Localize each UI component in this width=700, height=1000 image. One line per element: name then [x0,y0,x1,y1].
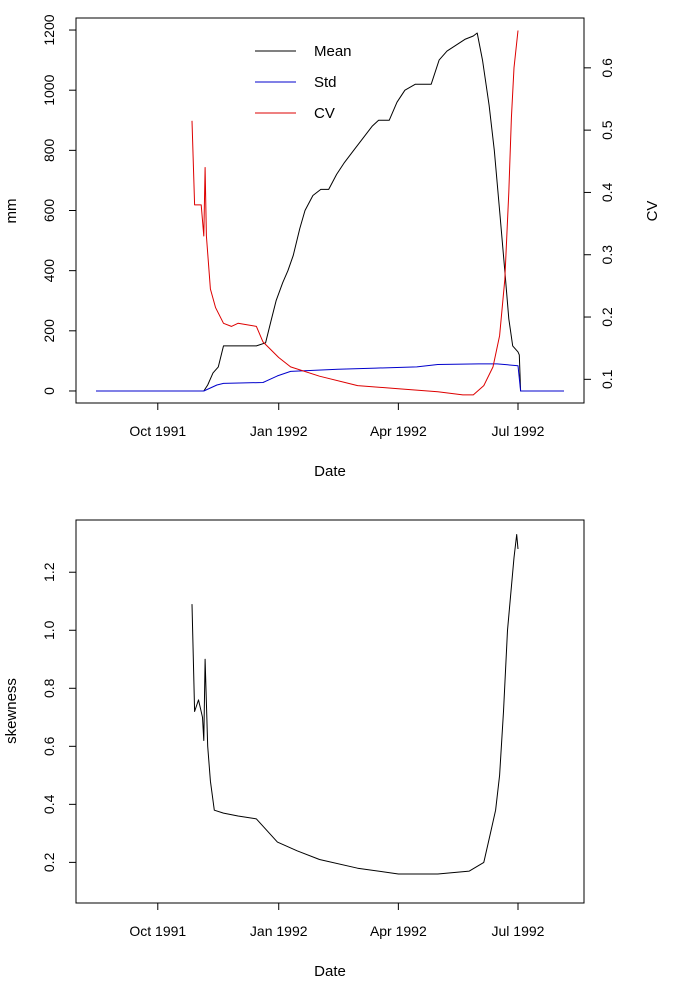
y-tick-label: 0.6 [41,736,57,756]
cv-series-line [191,30,519,396]
y-tick-label: 1.2 [41,562,57,582]
x-tick-label: Jul 1992 [492,923,545,939]
x-tick-label: Oct 1991 [129,423,186,439]
y-tick-label: 1.0 [41,620,57,640]
y-tick-label: 1200 [41,14,57,45]
mean-series-line [96,32,564,392]
y2-tick-label: 0.6 [599,58,615,78]
x-tick-label: Jul 1992 [492,423,545,439]
skewness-chart: Oct 1991 Jan 1992 Apr 1992 Jul 1992 0.2 0.4 0… [3,519,585,980]
plot1-y2-axis-label: CV [644,201,661,222]
plot1-x-axis-label: Date [314,463,346,480]
y2-tick-label: 0.4 [599,182,615,202]
y-tick-label: 1000 [41,74,57,105]
plot2-y-axis-label: skewness [3,678,20,744]
x-tick-label: Jan 1992 [250,923,308,939]
legend-label-std: Std [314,74,337,91]
x-tick-label: Oct 1991 [129,923,186,939]
y-tick-label: 600 [41,199,57,223]
std-series-line [96,363,564,392]
y2-tick-label: 0.3 [599,245,615,265]
plot1-y-axis-label: mm [3,199,20,224]
x-tick-label: Apr 1992 [370,923,427,939]
plot2-x-axis-label: Date [314,963,346,980]
y-tick-label: 800 [41,138,57,162]
x-tick-label: Apr 1992 [370,423,427,439]
plot2-box [75,519,585,904]
y-tick-label: 0 [41,387,57,395]
x-tick-label: Jan 1992 [250,423,308,439]
skewness-series-line [191,534,519,875]
y-tick-label: 0.4 [41,794,57,814]
y-tick-label: 0.8 [41,678,57,698]
y-tick-label: 0.2 [41,852,57,872]
y-tick-label: 200 [41,319,57,343]
legend-label-cv: CV [314,105,335,122]
y2-tick-label: 0.2 [599,307,615,327]
y2-tick-label: 0.1 [599,369,615,389]
legend-label-mean: Mean [314,43,352,60]
legend: Mean Std CV [255,43,352,122]
mean-std-cv-chart: Oct 1991 Jan 1992 Apr 1992 Jul 1992 0 200 400… [3,14,661,480]
y-tick-label: 400 [41,259,57,283]
y2-tick-label: 0.5 [599,120,615,140]
